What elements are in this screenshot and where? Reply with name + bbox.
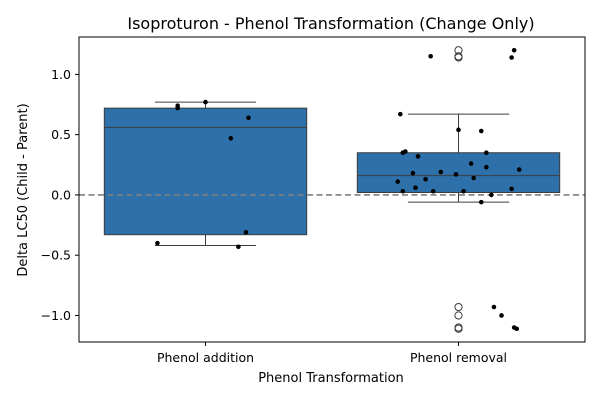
box-iqr	[356, 152, 561, 194]
data-point	[243, 229, 249, 235]
data-point	[468, 161, 474, 166]
data-point	[415, 154, 421, 159]
data-point	[511, 47, 517, 53]
y-axis-label: Delta LC50 (Child - Parent)	[16, 103, 31, 276]
outlier-marker	[454, 311, 463, 320]
data-point	[478, 199, 484, 205]
box-1	[103, 101, 308, 247]
data-point	[509, 55, 514, 60]
data-point	[203, 99, 208, 105]
plot-frame	[78, 36, 586, 343]
data-point	[484, 150, 489, 156]
x-tick-label: Phenol addition	[157, 350, 254, 365]
data-point	[410, 170, 416, 176]
data-point	[413, 185, 418, 190]
plot-area: −1.0 −0.5 0.0 0.5 1.0 Phenol addition Phenol r…	[41, 46, 585, 365]
outlier-marker	[454, 324, 463, 333]
data-point	[453, 172, 459, 177]
data-point	[461, 189, 466, 194]
data-point	[400, 189, 406, 194]
y-tick-label: −1.0	[41, 308, 71, 323]
data-point	[438, 169, 444, 175]
x-axis-label: Phenol Transformation	[258, 371, 404, 386]
data-point	[514, 326, 519, 332]
y-tick-label: 0.0	[51, 187, 71, 202]
outlier-marker	[454, 53, 463, 62]
data-point	[516, 167, 522, 172]
data-point	[228, 135, 234, 141]
box-iqr	[103, 107, 308, 236]
chart-title: Isoproturon - Phenol Transformation (Cha…	[127, 14, 534, 33]
data-point	[398, 111, 403, 117]
data-point	[491, 304, 497, 310]
data-point	[484, 164, 489, 170]
data-point	[489, 192, 494, 198]
data-point	[456, 127, 461, 133]
data-point	[395, 179, 401, 184]
y-tick-label: 0.5	[51, 127, 71, 142]
data-point	[236, 244, 241, 250]
data-point	[499, 313, 504, 318]
data-point	[400, 150, 406, 156]
data-point	[175, 105, 180, 111]
data-point	[509, 186, 514, 192]
data-point	[430, 189, 436, 194]
box-2	[356, 46, 561, 333]
outlier-marker	[454, 302, 463, 312]
data-point	[246, 115, 251, 121]
y-tick-label: 1.0	[51, 67, 71, 82]
data-point	[471, 175, 476, 181]
data-point	[478, 128, 484, 134]
data-point	[423, 176, 428, 182]
data-point	[428, 53, 433, 59]
data-point	[155, 240, 160, 246]
y-tick-label: −0.5	[41, 248, 71, 263]
x-tick-label: Phenol removal	[410, 350, 507, 365]
